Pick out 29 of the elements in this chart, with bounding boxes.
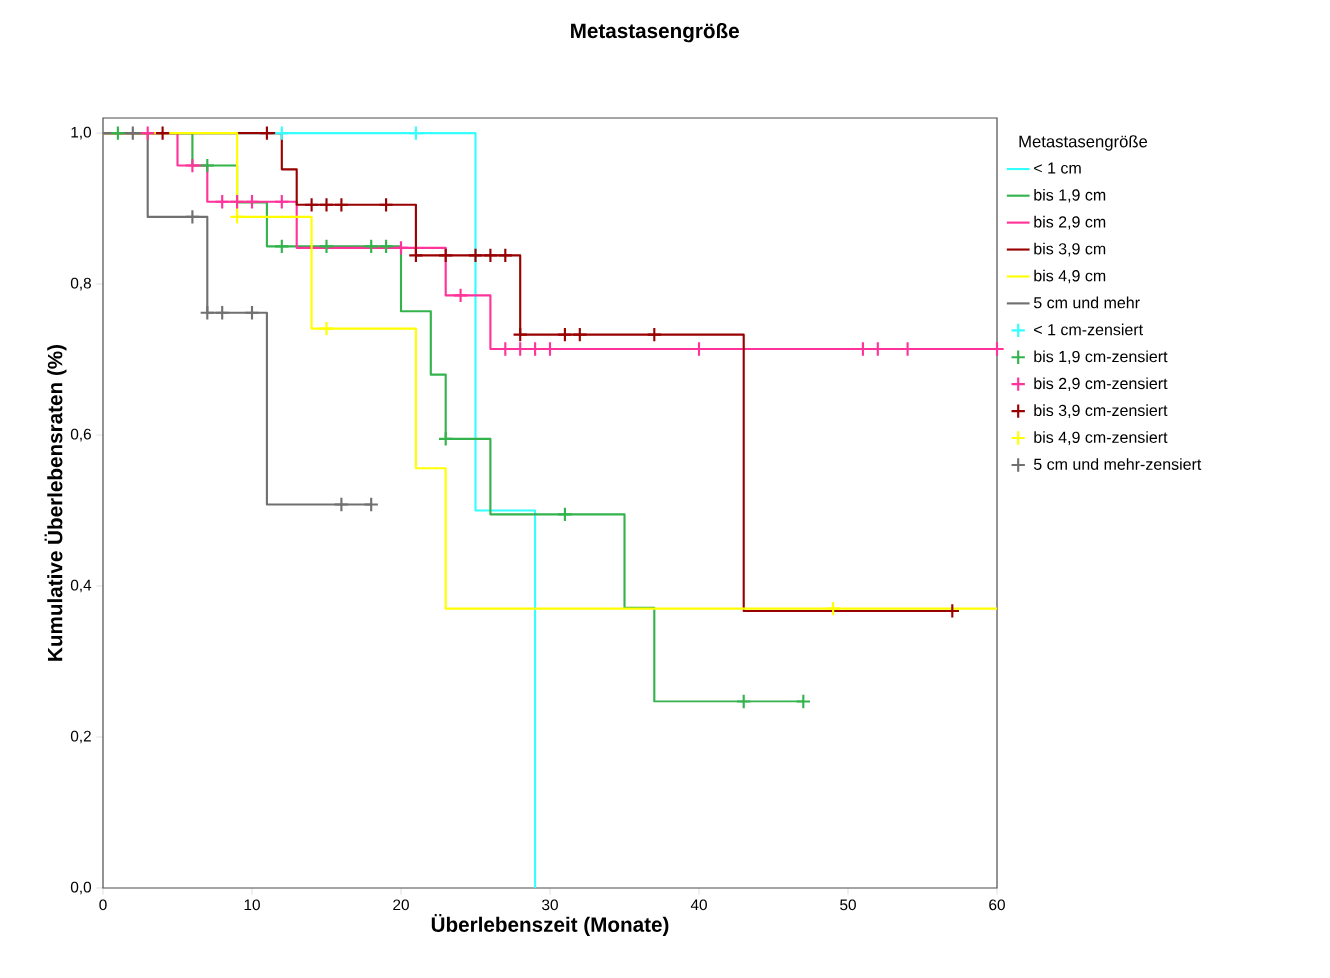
- legend-label: bis 4,9 cm-zensiert: [1034, 431, 1168, 445]
- x-tick-label: 10: [244, 899, 260, 911]
- legend-label: 5 cm und mehr-zensiert: [1033, 458, 1202, 470]
- legend-label: bis 3,9 cm-zensiert: [1034, 404, 1168, 418]
- x-tick-label: 20: [393, 899, 409, 911]
- legend-label: < 1 cm: [1034, 162, 1081, 174]
- y-tick-label: 0,0: [70, 881, 92, 895]
- y-axis-title: Kumulative Überlebensraten (%): [44, 345, 67, 661]
- y-tick-label: 0,2: [70, 730, 91, 744]
- legend-label: bis 2,9 cm-zensiert: [1034, 377, 1168, 392]
- y-tick-label: 0,4: [70, 579, 92, 593]
- x-tick-label: 50: [840, 899, 856, 911]
- legend-label: bis 1,9 cm-zensiert: [1034, 350, 1168, 365]
- y-tick-label: 0,6: [70, 428, 91, 442]
- x-tick-label: 30: [542, 899, 558, 911]
- legend-label: bis 1,9 cm: [1034, 188, 1106, 203]
- x-tick-label: 40: [690, 899, 707, 911]
- legend-label: bis 4,9 cm: [1034, 269, 1106, 284]
- legend-label: 5 cm und mehr: [1033, 296, 1140, 309]
- legend-label: < 1 cm-zensiert: [1034, 323, 1143, 336]
- legend-label: bis 2,9 cm: [1034, 215, 1106, 230]
- y-tick-label: 1,0: [71, 126, 92, 140]
- x-axis-title: Überlebenszeit (Monate): [431, 914, 669, 936]
- x-tick-label: 60: [989, 899, 1005, 911]
- legend-label: bis 3,9 cm: [1034, 242, 1106, 257]
- chart-title: Metastasengröße: [571, 23, 739, 43]
- y-tick-label: 0,8: [70, 277, 91, 291]
- x-tick-label: 0: [99, 899, 107, 911]
- legend-title: Metastasengröße: [1019, 135, 1148, 151]
